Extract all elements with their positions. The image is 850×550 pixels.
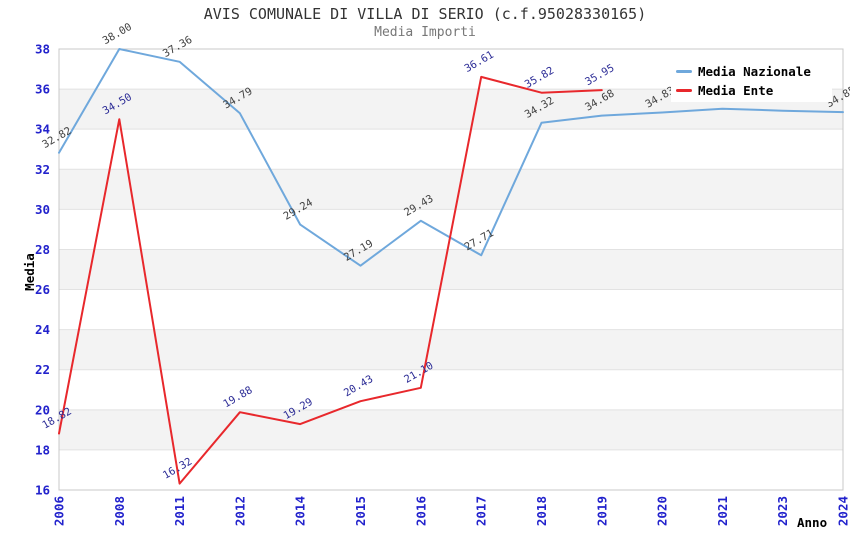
- series-line-media-ente: [58, 75, 603, 485]
- legend-item-media-nazionale: Media Nazionale: [676, 62, 832, 81]
- x-tick-label: 2016: [413, 496, 428, 526]
- y-tick-label: 20: [35, 402, 50, 417]
- x-tick-label: 2023: [775, 496, 790, 526]
- x-tick-label: 2017: [474, 496, 489, 526]
- y-tick-label: 26: [35, 282, 50, 297]
- x-tick-label: 2011: [172, 496, 187, 526]
- y-axis-title: Media: [22, 253, 37, 291]
- x-tick-label: 2012: [232, 496, 247, 526]
- point-label: 19.88: [221, 384, 254, 410]
- y-tick-label: 38: [35, 42, 50, 57]
- legend-label-ente: Media Ente: [698, 83, 774, 98]
- grid-band: [59, 249, 843, 290]
- x-tick-label: 2008: [112, 496, 127, 526]
- x-tick-label: 2014: [293, 496, 308, 526]
- x-tick-label: 2018: [534, 496, 549, 526]
- x-tick-label: 2015: [353, 496, 368, 526]
- plot-border: [58, 48, 844, 491]
- point-label: 35.82: [523, 65, 556, 91]
- legend-item-media-ente: Media Ente: [676, 81, 832, 100]
- point-label: 35.95: [583, 62, 616, 88]
- y-tick-label: 16: [35, 483, 50, 498]
- legend-swatch-ente-icon: [676, 89, 692, 92]
- grid-band: [59, 409, 843, 450]
- chart-subtitle: Media Importi: [374, 25, 476, 40]
- x-tick-label: 2021: [715, 496, 730, 526]
- x-tick-label: 2019: [594, 496, 609, 526]
- y-tick-label: 24: [35, 322, 50, 337]
- x-tick-label: 2020: [655, 496, 670, 526]
- y-tick-label: 30: [35, 202, 50, 217]
- x-tick-label: 2024: [836, 496, 850, 526]
- x-axis-title: Anno: [797, 515, 828, 530]
- chart-title: AVIS COMUNALE DI VILLA DI SERIO (c.f.950…: [203, 5, 647, 23]
- grid-band: [59, 329, 843, 370]
- series-line-media-nazionale: [58, 48, 844, 267]
- y-tick-label: 22: [35, 362, 50, 377]
- y-tick-label: 36: [35, 82, 50, 97]
- y-tick-label: 34: [35, 122, 50, 137]
- legend-box: Media Nazionale Media Ente: [671, 56, 832, 102]
- legend-swatch-nazionale-icon: [676, 70, 692, 73]
- y-tick-label: 18: [35, 442, 50, 457]
- x-tick-label: 2006: [52, 496, 67, 526]
- point-label: 20.43: [342, 373, 375, 399]
- y-tick-label: 32: [35, 162, 50, 177]
- point-label: 36.61: [462, 49, 495, 75]
- y-tick-label: 28: [35, 242, 50, 257]
- point-label: 16.32: [161, 455, 194, 481]
- grid-band: [59, 169, 843, 210]
- legend-label-nazionale: Media Nazionale: [698, 64, 811, 79]
